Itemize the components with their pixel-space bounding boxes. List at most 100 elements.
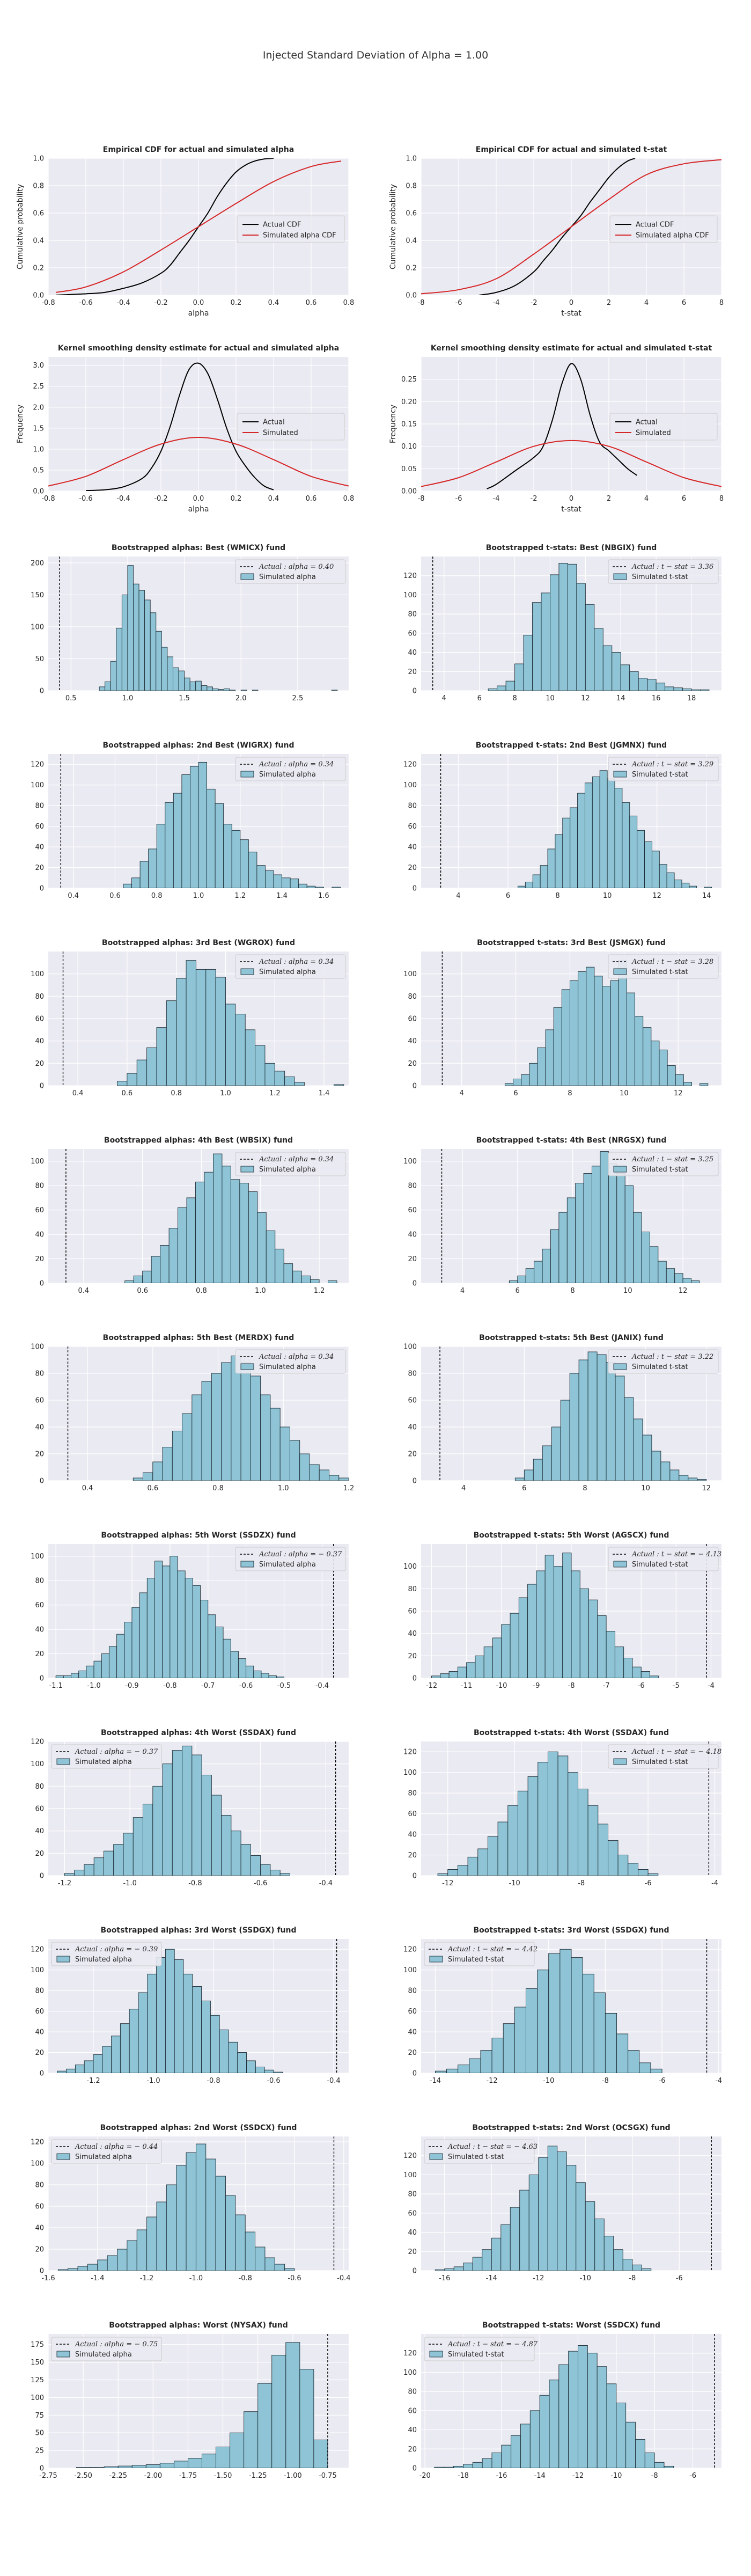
figure-suptitle: Injected Standard Deviation of Alpha = 1…: [262, 49, 489, 61]
y-tick-label: 0: [40, 687, 44, 696]
histogram-bar: [435, 2070, 447, 2073]
histogram-bar: [289, 1440, 300, 1481]
histogram-bar: [505, 680, 516, 691]
histogram-bar: [215, 2176, 226, 2271]
x-tick-label: -1.00: [284, 2472, 302, 2480]
x-tick-label: 1.0: [122, 694, 134, 702]
histogram-bar: [156, 1027, 167, 1086]
x-tick-label: 16: [652, 694, 661, 702]
histogram-bar: [139, 861, 149, 888]
histogram-bar: [270, 1870, 281, 1876]
y-tick-label: 60: [35, 1206, 44, 1214]
histogram-bar: [550, 1229, 559, 1283]
histogram-bar: [230, 2432, 245, 2468]
histogram-bar: [647, 679, 657, 691]
histogram-bar: [472, 2257, 483, 2271]
y-tick-label: 20: [408, 2446, 417, 2454]
histogram-bar: [143, 1804, 153, 1876]
histogram-bar: [616, 2403, 627, 2468]
y-tick-label: 60: [408, 630, 417, 638]
histogram-bar: [264, 870, 274, 888]
histogram-bar: [225, 1004, 236, 1086]
y-tick-label: 60: [35, 1805, 44, 1813]
chart-title: Bootstrapped alphas: 3rd Worst (SSDGX) f…: [101, 1926, 297, 1935]
legend-swatch: [240, 1166, 254, 1173]
legend-label: Actual CDF: [636, 221, 674, 229]
histogram-bar: [225, 2195, 236, 2271]
y-tick-label: 60: [408, 2209, 417, 2218]
chart-panel-14: Bootstrapped t-stats: 5th Best (JANIX) f…: [403, 1334, 721, 1492]
histogram-bar: [525, 1268, 535, 1283]
legend-label-simulated: Simulated alpha: [259, 771, 316, 779]
y-tick-label: 0: [40, 1872, 44, 1880]
histogram-bar: [200, 1600, 209, 1678]
histogram-bar: [110, 661, 117, 691]
x-tick-label: 4: [456, 892, 460, 900]
histogram-bar: [520, 2424, 531, 2468]
x-tick-label: 6: [682, 495, 686, 503]
legend-label-simulated: Simulated t-stat: [448, 1956, 504, 1964]
y-tick-label: 100: [403, 781, 417, 789]
y-tick-label: 120: [31, 2139, 44, 2147]
histogram-bar: [559, 1949, 572, 2073]
x-tick-label: 1.0: [255, 1287, 266, 1295]
histogram-bar: [666, 1268, 675, 1283]
histogram-bar: [665, 686, 674, 691]
x-tick-label: 1.0: [193, 892, 204, 900]
histogram-bar: [285, 2342, 300, 2468]
histogram-bar: [273, 2072, 283, 2073]
histogram-bar: [488, 688, 498, 691]
x-tick-label: 1.5: [179, 694, 190, 702]
histogram-bar: [544, 1555, 554, 1678]
histogram-bar: [274, 2264, 285, 2271]
y-tick-label: 60: [35, 2203, 44, 2211]
histogram-bar: [472, 2462, 483, 2468]
legend-label-actual: Actual : alpha = 0.34: [259, 958, 334, 966]
histogram-bar: [582, 1973, 594, 2073]
histogram-bar: [284, 1076, 295, 1086]
chart-panel-18: Bootstrapped t-stats: 4th Worst (SSDAX) …: [403, 1729, 721, 1887]
x-tick-label: -10: [543, 2077, 554, 2085]
y-tick-label: 0: [40, 1280, 44, 1288]
y-tick-label: 60: [35, 823, 44, 831]
x-tick-label: 4: [442, 694, 446, 702]
histogram-bar: [160, 1245, 170, 1283]
histogram-bar: [173, 2461, 188, 2468]
histogram-bar: [527, 1584, 537, 1678]
chart-title: Bootstrapped alphas: 5th Worst (SSDZX) f…: [101, 1531, 296, 1540]
histogram-bar: [84, 2060, 94, 2073]
y-axis-label: Cumulative probability: [389, 184, 397, 269]
x-tick-label: -7: [603, 1682, 610, 1690]
histogram-bar: [587, 2353, 598, 2468]
histogram-bar: [629, 671, 639, 691]
y-tick-label: 75: [35, 2412, 44, 2420]
chart-panel-9: Bootstrapped alphas: 3rd Best (WGROX) fu…: [31, 939, 349, 1097]
histogram-bar: [643, 1027, 652, 1086]
y-tick-label: 0.00: [401, 488, 417, 496]
y-tick-label: 120: [403, 572, 417, 580]
legend-label-simulated: Simulated alpha: [75, 1758, 132, 1766]
histogram-bar: [104, 1850, 114, 1876]
histogram-bar: [123, 1833, 134, 1876]
histogram-bar: [463, 2263, 473, 2271]
histogram-bar: [244, 2411, 259, 2468]
histogram-bar: [547, 848, 556, 888]
y-tick-label: 125: [31, 2376, 44, 2384]
x-tick-label: -11: [461, 1682, 472, 1690]
y-tick-label: 50: [35, 655, 44, 663]
chart-panel-13: Bootstrapped alphas: 5th Best (MERDX) fu…: [31, 1334, 354, 1492]
x-tick-label: 1.2: [269, 1089, 281, 1097]
legend-label-actual: Actual : alpha = 0.34: [259, 1353, 334, 1361]
histogram-bar: [276, 1677, 284, 1678]
y-tick-label: 100: [31, 2160, 44, 2168]
x-tick-label: 2.0: [235, 694, 247, 702]
y-tick-label: 40: [408, 1037, 417, 1045]
histogram-bar: [117, 1081, 128, 1086]
x-tick-label: -14: [534, 2472, 546, 2480]
x-tick-label: 0.6: [122, 1089, 133, 1097]
histogram-bar: [255, 2246, 266, 2271]
x-tick-label: -2.50: [74, 2472, 92, 2480]
histogram-bar: [173, 667, 179, 691]
histogram-bar: [446, 2068, 459, 2073]
histogram-bar: [131, 1607, 140, 1678]
